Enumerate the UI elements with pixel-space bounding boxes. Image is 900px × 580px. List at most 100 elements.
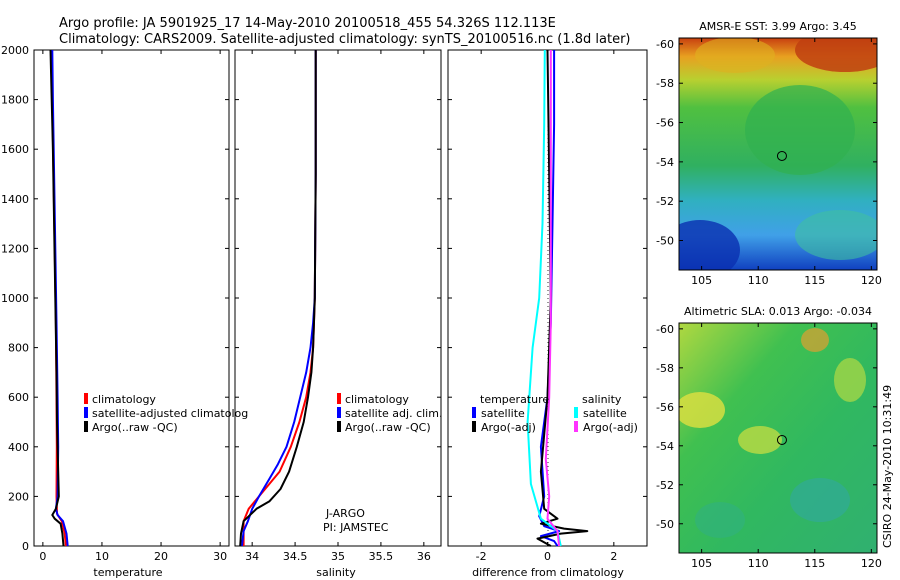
x-tick-label: 36 <box>417 550 431 563</box>
y-tick-label: 1800 <box>1 94 29 107</box>
y-tick-label: -58 <box>656 362 674 375</box>
y-tick-label: -60 <box>656 38 674 51</box>
legend-swatch-satellite <box>337 407 341 418</box>
y-tick-label: -58 <box>656 77 674 90</box>
series-line-sal_satellite <box>526 49 562 547</box>
sla-high-patch <box>738 426 782 454</box>
y-tick-label: -50 <box>656 518 674 531</box>
sla-low-patch <box>695 502 745 538</box>
y-tick-label: 800 <box>8 342 29 355</box>
y-tick-label: 2000 <box>1 44 29 57</box>
temperature-plot-frame <box>33 49 230 547</box>
y-tick-label: -52 <box>656 479 674 492</box>
x-tick-label: 30 <box>213 550 227 563</box>
sla-high-patch <box>801 328 829 352</box>
sst-map-title: AMSR-E SST: 3.99 Argo: 3.45 <box>699 20 857 33</box>
legend-swatch-satellite <box>84 407 88 418</box>
x-tick-label: 120 <box>861 274 882 287</box>
series-line-temp_satellite <box>538 50 561 547</box>
sla-high-patch <box>679 392 725 428</box>
y-tick-label: 1200 <box>1 242 29 255</box>
sla-map-panel: Altimetric SLA: 0.013 Argo: -0.034 105 11… <box>656 305 882 570</box>
argo-position-marker <box>776 150 787 161</box>
x-tick-label: 115 <box>804 274 825 287</box>
y-tick-label: -52 <box>656 195 674 208</box>
salinity-panel: 34 34.5 35 35.5 36 salinity climatology sate… <box>234 49 442 579</box>
y-tick-label: 0 <box>22 540 29 553</box>
x-tick-label: 2 <box>610 550 617 563</box>
legend-label-climatology: climatology <box>345 393 409 406</box>
sla-low-patch <box>790 478 850 522</box>
legend-swatch-climatology <box>337 393 341 404</box>
x-tick-label: 34.5 <box>283 550 308 563</box>
y-tick-label: -50 <box>656 235 674 248</box>
x-tick-label: 105 <box>691 274 712 287</box>
y-tick-label: -56 <box>656 401 674 414</box>
x-tick-label: 20 <box>154 550 168 563</box>
x-tick-label: 10 <box>95 550 109 563</box>
legend-label-satellite: satellite adj. clim. <box>345 407 442 420</box>
legend-swatch-temp-argo <box>472 421 476 432</box>
sla-map-frame <box>678 322 878 554</box>
legend-title-temperature: temperature <box>480 393 549 406</box>
legend-label-temp-satellite: satellite <box>481 407 525 420</box>
legend-label-satellite: satellite-adjusted climatolog <box>92 407 248 420</box>
sst-warm-patch <box>695 38 775 73</box>
sst-cold-patch <box>679 220 740 270</box>
legend-swatch-argo <box>84 421 88 432</box>
sst-map-frame <box>678 37 878 271</box>
legend-swatch-climatology <box>84 393 88 404</box>
figure-title-line1: Argo profile: JA 5901925_17 14-May-2010 … <box>59 16 556 31</box>
salinity-plot-frame <box>234 49 442 547</box>
y-tick-label: -56 <box>656 117 674 130</box>
legend-swatch-sal-argo <box>574 421 578 432</box>
legend-label-sal-argo: Argo(-adj) <box>583 421 638 434</box>
y-tick-label: 1000 <box>1 292 29 305</box>
sla-map-title: Altimetric SLA: 0.013 Argo: -0.034 <box>684 305 872 318</box>
difference-xlabel: difference from climatology <box>472 566 624 579</box>
x-tick-label: 0 <box>39 550 46 563</box>
x-tick-label: 110 <box>748 557 769 570</box>
salinity-legend: climatology satellite adj. clim. Argo(..… <box>337 393 442 434</box>
salinity-xlabel: salinity <box>316 566 356 579</box>
x-tick-label: 120 <box>861 557 882 570</box>
x-tick-label: 105 <box>691 557 712 570</box>
y-tick-label: 1400 <box>1 193 29 206</box>
series-line-argo <box>49 49 65 547</box>
legend-title-salinity: salinity <box>582 393 622 406</box>
series-line-argo <box>239 50 317 547</box>
legend-label-argo: Argo(..raw -QC) <box>345 421 431 434</box>
difference-panel: -2 0 2 difference from climatology tempera… <box>447 49 648 579</box>
sst-cold-patch <box>795 210 877 260</box>
legend-label-sal-satellite: satellite <box>583 407 627 420</box>
legend-label-climatology: climatology <box>92 393 156 406</box>
sst-warm-patch <box>795 38 877 72</box>
temperature-panel: 0 10 20 30 0 200 400 600 800 1000 1200 1400 1600 1800… <box>1 44 248 579</box>
figure-title-line2: Climatology: CARS2009. Satellite-adjuste… <box>59 32 631 47</box>
temperature-legend: climatology satellite-adjusted climatolo… <box>84 393 248 434</box>
legend-swatch-temp-satellite <box>472 407 476 418</box>
legend-swatch-sal-satellite <box>574 407 578 418</box>
x-tick-label: 115 <box>804 557 825 570</box>
series-line-sal_argo <box>544 50 561 547</box>
x-tick-label: 110 <box>748 274 769 287</box>
difference-legend: temperature salinity satellite Argo(-adj… <box>472 393 638 434</box>
sst-cool-patch <box>745 85 855 175</box>
temperature-xlabel: temperature <box>93 566 162 579</box>
y-tick-label: 1600 <box>1 143 29 156</box>
y-tick-label: -60 <box>656 323 674 336</box>
series-line-climatology <box>242 50 317 546</box>
annotation-j-argo: J-ARGO <box>325 507 365 520</box>
argo-position-marker <box>776 434 787 445</box>
x-tick-label: 35.5 <box>369 550 394 563</box>
x-tick-label: 34 <box>245 550 259 563</box>
x-tick-label: 0 <box>544 550 551 563</box>
y-tick-label: 200 <box>8 490 29 503</box>
sst-map-panel: AMSR-E SST: 3.99 Argo: 3.45 105 110 115 120… <box>656 20 882 287</box>
y-tick-label: -54 <box>656 440 674 453</box>
timestamp-watermark: CSIRO 24-May-2010 10:31:49 <box>881 385 894 548</box>
x-tick-label: 35 <box>331 550 345 563</box>
y-tick-label: 400 <box>8 441 29 454</box>
y-tick-label: -54 <box>656 156 674 169</box>
